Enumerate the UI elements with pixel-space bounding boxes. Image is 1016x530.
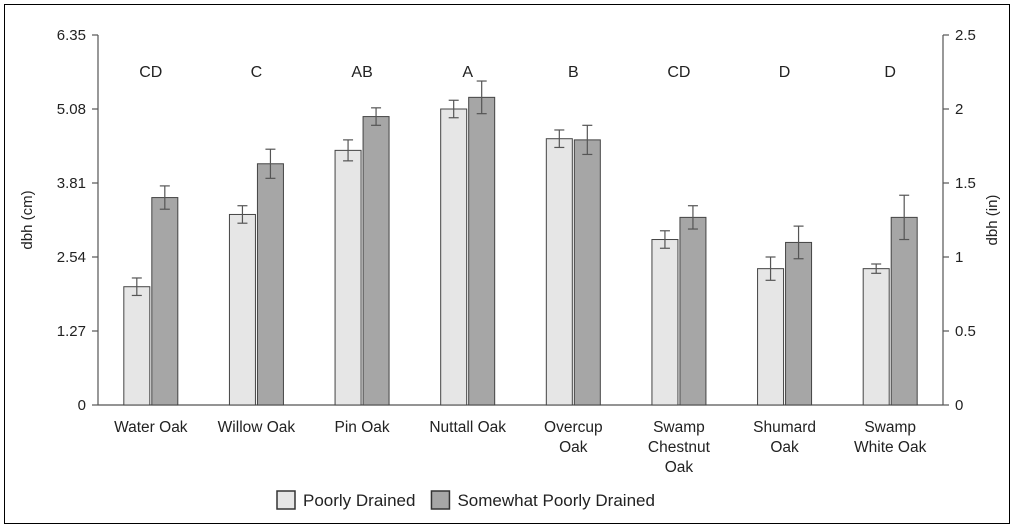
left-y-tick-label: 6.35 <box>57 27 86 44</box>
x-tick-label: Swamp <box>864 419 916 436</box>
x-tick-label: Overcup <box>544 419 603 436</box>
left-y-axis-title: dbh (cm) <box>19 190 36 249</box>
left-y-tick-label: 3.81 <box>57 175 86 192</box>
bar <box>151 197 179 406</box>
x-tick-label: Nuttall Oak <box>429 419 506 436</box>
left-y-tick-label: 1.27 <box>57 323 86 340</box>
x-tick-label: White Oak <box>854 439 927 456</box>
right-y-tick-label: 2 <box>955 101 963 118</box>
x-tick-label: Oak <box>665 459 694 476</box>
left-y-tick-label: 5.08 <box>57 101 86 118</box>
right-y-tick-label: 0.5 <box>955 323 976 340</box>
bar <box>890 216 918 406</box>
legend-label: Somewhat Poorly Drained <box>457 491 654 510</box>
x-tick-label: Oak <box>559 439 588 456</box>
right-y-axis-title: dbh (in) <box>984 195 1001 246</box>
bar <box>679 216 707 406</box>
bar <box>757 268 785 406</box>
bar <box>785 241 813 406</box>
bar <box>651 239 679 406</box>
legend-label: Poorly Drained <box>303 491 415 510</box>
significance-letter: CD <box>667 64 690 81</box>
significance-letter: AB <box>351 64 372 81</box>
significance-letter: D <box>884 64 896 81</box>
x-tick-label: Swamp <box>653 419 705 436</box>
bar-chart: 0 1.27 2.54 3.81 5.08 6.35 0 0.5 1 1.5 2 2.5 dbh (cm… <box>19 27 1001 510</box>
bar <box>468 96 496 406</box>
significance-letter: CD <box>139 64 162 81</box>
x-tick-label: Oak <box>770 439 799 456</box>
x-tick-label: Pin Oak <box>334 419 389 436</box>
significance-letter: B <box>568 64 579 81</box>
left-y-tick-label: 2.54 <box>57 249 86 266</box>
right-y-tick-label: 0 <box>955 397 963 414</box>
x-tick-label: Chestnut <box>648 439 711 456</box>
bar <box>123 286 151 406</box>
legend-swatch <box>430 490 451 510</box>
significance-letter: D <box>779 64 791 81</box>
bar <box>334 149 362 406</box>
bar <box>440 108 468 406</box>
x-tick-label: Water Oak <box>114 419 188 436</box>
significance-letter: C <box>251 64 263 81</box>
bar <box>862 268 890 406</box>
significance-letter: A <box>462 64 473 81</box>
right-y-tick-label: 1.5 <box>955 175 976 192</box>
legend-swatch <box>276 490 296 510</box>
bar <box>545 138 573 406</box>
x-tick-label: Shumard <box>753 419 816 436</box>
x-tick-label: Willow Oak <box>218 419 296 436</box>
bar <box>256 163 284 406</box>
bar <box>573 139 601 406</box>
chart-frame: 0 1.27 2.54 3.81 5.08 6.35 0 0.5 1 1.5 2 2.5 dbh (cm… <box>4 4 1010 524</box>
left-y-tick-label: 0 <box>78 397 86 414</box>
right-y-tick-label: 1 <box>955 249 963 266</box>
bar <box>228 213 256 406</box>
bar <box>362 116 390 406</box>
right-y-tick-label: 2.5 <box>955 27 976 44</box>
